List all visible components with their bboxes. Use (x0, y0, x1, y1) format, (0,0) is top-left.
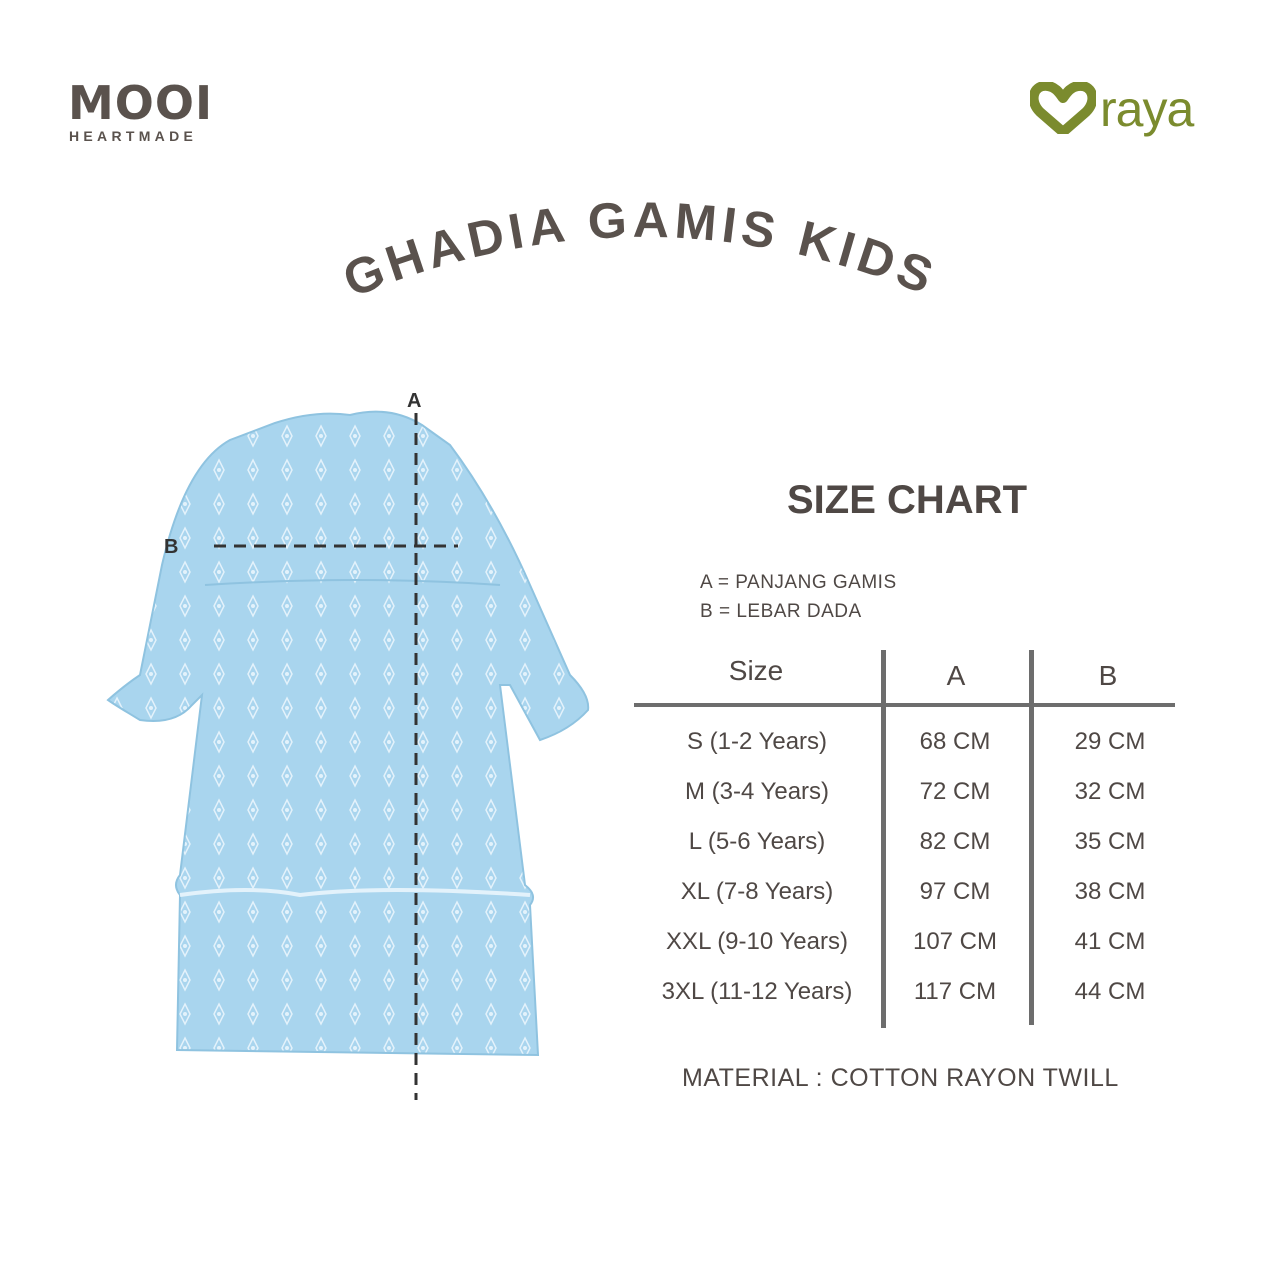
header-divider (634, 703, 1175, 707)
length-a-cell: 82 CM (919, 828, 991, 855)
legend-b: B = LEBAR DADA (700, 601, 862, 622)
size-cell: L (5-6 Years) (688, 828, 826, 855)
product-title: GHADIA GAMIS KIDS (336, 192, 943, 308)
size-cell: M (3-4 Years) (684, 778, 830, 805)
length-a-cell: 97 CM (919, 878, 991, 905)
width-b-cell: 35 CM (1074, 828, 1146, 855)
width-b-cell: 32 CM (1074, 778, 1146, 805)
column-header-b: B (1098, 660, 1118, 691)
size-cell: XXL (9-10 Years) (666, 928, 848, 955)
dress-image (106, 410, 590, 1057)
size-cell: S (1-2 Years) (686, 728, 828, 755)
raya-logo: raya (1100, 81, 1194, 137)
width-b-cell: 41 CM (1074, 928, 1146, 955)
svg-text:GHADIA GAMIS KIDS: GHADIA GAMIS KIDS (336, 192, 943, 308)
length-a-cell: 117 CM (913, 978, 997, 1005)
legend-a: A = PANJANG GAMIS (700, 572, 897, 593)
label-a: A (407, 390, 422, 412)
column-header-a: A (946, 660, 966, 691)
label-b: B (164, 536, 179, 558)
material-text: MATERIAL : COTTON RAYON TWILL (682, 1064, 1119, 1092)
length-a-cell: 72 CM (919, 778, 991, 805)
column-divider (881, 650, 886, 1028)
length-a-cell: 68 CM (919, 728, 991, 755)
dress-diagram (106, 410, 590, 1100)
column-header-size: Size (728, 655, 784, 686)
mooi-logo-subtitle: HEARTMADE (69, 128, 198, 144)
width-b-cell: 29 CM (1074, 728, 1146, 755)
size-chart-heading: SIZE CHART (787, 478, 1027, 522)
length-a-cell: 107 CM (912, 928, 998, 955)
column-divider (1029, 650, 1034, 1025)
width-b-cell: 44 CM (1074, 978, 1146, 1005)
width-b-cell: 38 CM (1074, 878, 1146, 905)
raya-heart-icon (1030, 82, 1096, 134)
size-cell: XL (7-8 Years) (680, 878, 834, 905)
size-cell: 3XL (11-12 Years) (661, 978, 853, 1005)
mooi-logo: MOOI (68, 76, 214, 130)
